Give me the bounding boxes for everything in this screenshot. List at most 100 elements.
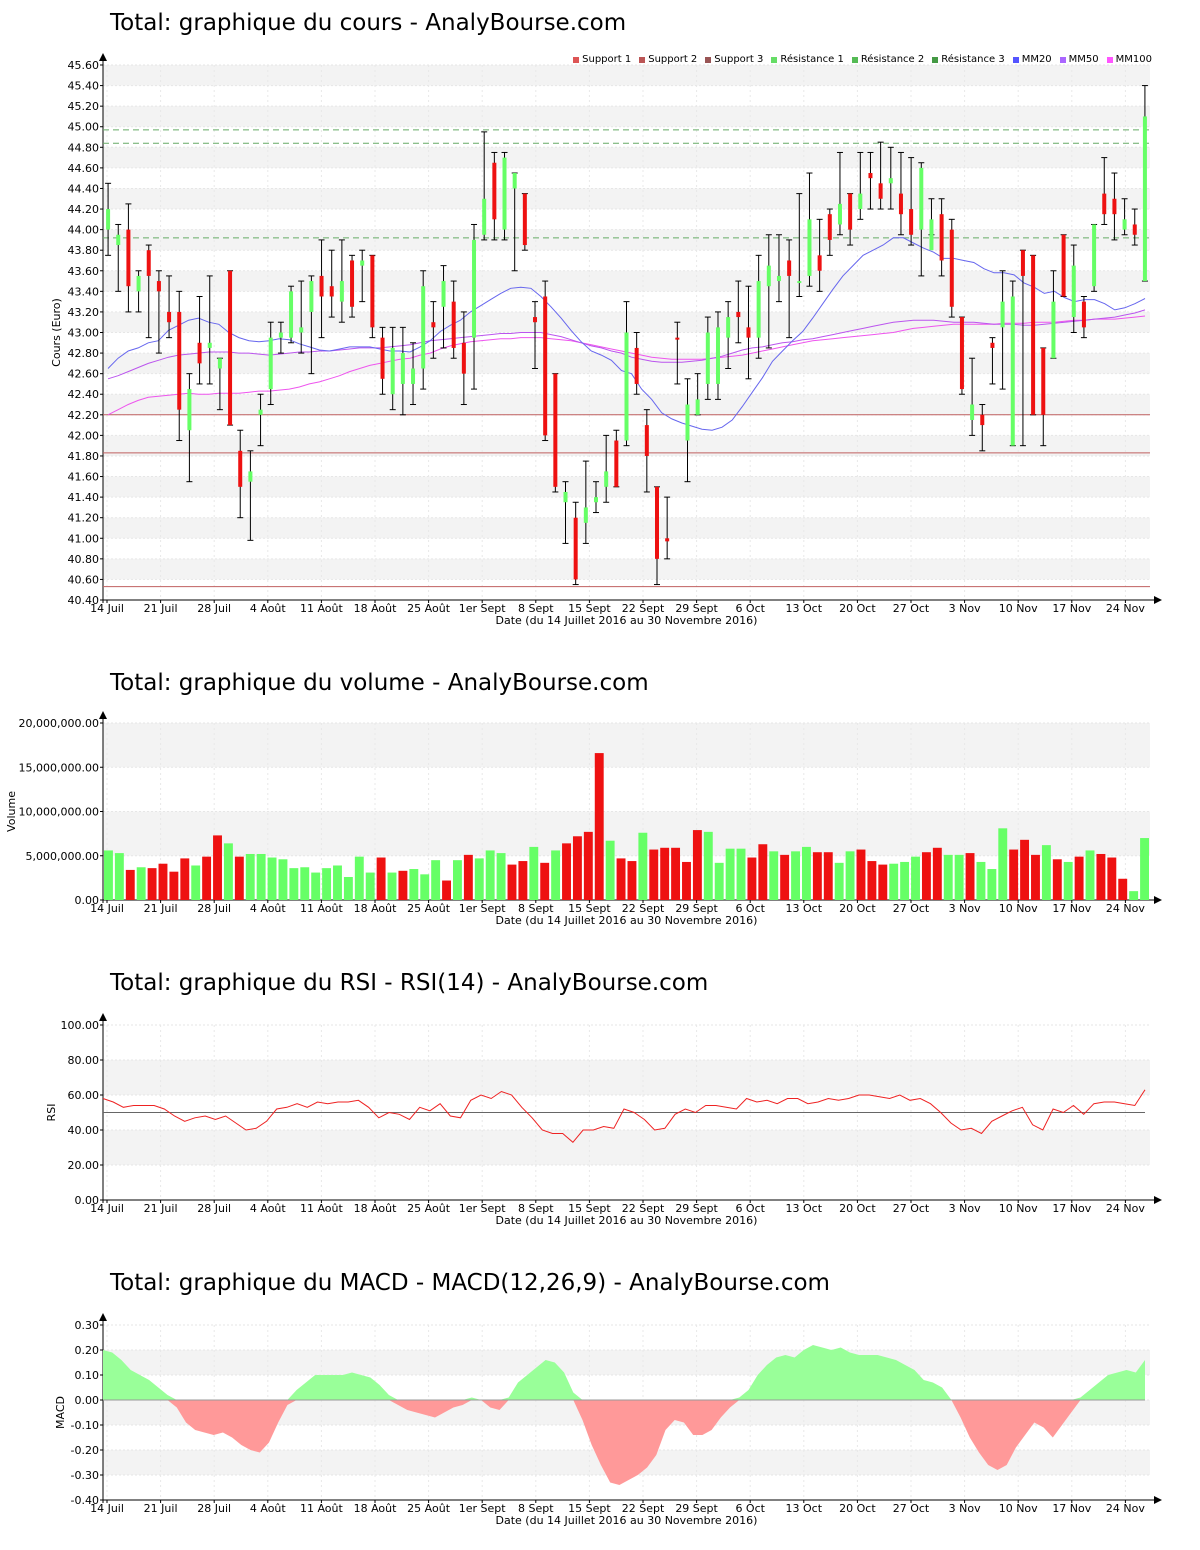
price-legend: Support 1 Support 2 Support 3 Résistance 1 R…	[573, 54, 1152, 65]
volume-bar	[671, 847, 681, 900]
candle-body	[1051, 301, 1056, 359]
candle-body	[1061, 234, 1066, 297]
candle-body	[919, 167, 924, 230]
grid-band	[103, 1350, 1150, 1375]
volume-chart-title: Total: graphique du volume - AnalyBourse…	[110, 670, 649, 696]
volume-bar	[463, 854, 473, 900]
candle-body	[146, 250, 151, 276]
x-tick-label: 8 Sept	[518, 902, 554, 915]
y-tick-label: 40.40	[68, 594, 100, 607]
volume-bar	[1096, 853, 1106, 900]
x-axis-arrow	[1154, 1496, 1162, 1504]
x-tick-label: 17 Nov	[1052, 602, 1091, 615]
volume-bar	[802, 846, 811, 900]
x-tick-label: 22 Sept	[622, 1202, 665, 1215]
volume-bar	[703, 831, 713, 900]
volume-bar	[104, 850, 113, 900]
x-tick-label: 20 Oct	[839, 602, 876, 615]
candle-body	[380, 337, 385, 379]
volume-bar	[169, 871, 179, 900]
price-chart-title: Total: graphique du cours - AnalyBourse.…	[110, 10, 627, 36]
x-tick-label: 15 Sept	[568, 902, 611, 915]
grid-band	[103, 517, 1150, 539]
macd-chart-title: Total: graphique du MACD - MACD(12,26,9)…	[110, 1270, 830, 1296]
y-tick-label: 20.00	[68, 1159, 100, 1172]
candle-body	[746, 327, 751, 338]
volume-bar	[180, 858, 190, 900]
volume-bar	[376, 857, 386, 900]
volume-bar	[245, 853, 255, 900]
volume-bar	[420, 874, 430, 900]
volume-bar	[1107, 857, 1117, 900]
candle-body	[400, 353, 405, 384]
volume-bar	[889, 863, 899, 900]
candle-body	[939, 214, 944, 261]
y-tick-label: 44.40	[68, 182, 100, 195]
legend-swatch	[851, 56, 858, 63]
candle-body	[624, 332, 629, 441]
volume-bar	[158, 863, 168, 900]
y-tick-label: 41.60	[68, 471, 100, 484]
volume-bar	[1041, 845, 1051, 900]
candle-body	[705, 332, 710, 384]
volume-bar	[954, 854, 964, 900]
candle-body	[1132, 224, 1137, 235]
volume-bar	[278, 859, 288, 900]
candle-body	[1031, 255, 1036, 415]
candle-body	[959, 317, 964, 390]
x-tick-label: 22 Sept	[622, 602, 665, 615]
candle-body	[522, 193, 527, 246]
candle-body	[136, 275, 141, 292]
candle-body	[817, 255, 822, 271]
x-axis-label: Date (du 14 Juillet 2016 au 30 Novembre …	[496, 1514, 758, 1527]
legend-label: MM50	[1068, 54, 1099, 65]
volume-bar	[965, 853, 975, 900]
legend-item: Résistance 1	[771, 54, 844, 65]
volume-bar	[474, 858, 484, 900]
volume-bar	[1085, 850, 1095, 900]
candle-body	[411, 368, 416, 384]
candle-body	[421, 286, 426, 369]
volume-bar	[682, 861, 691, 900]
y-tick-label: 41.80	[68, 450, 100, 463]
x-tick-label: 1er Sept	[459, 1202, 507, 1215]
volume-bar	[485, 850, 495, 900]
volume-bar	[638, 832, 648, 900]
volume-bar	[256, 853, 266, 900]
y-tick-label: 42.60	[68, 368, 100, 381]
legend-item: Support 3	[705, 54, 763, 65]
x-tick-label: 3 Nov	[949, 1202, 981, 1215]
candle-body	[614, 440, 619, 487]
volume-bar	[136, 867, 146, 900]
legend-item: Résistance 3	[932, 54, 1005, 65]
x-tick-label: 20 Oct	[839, 902, 876, 915]
candle-body	[339, 281, 344, 302]
legend-swatch	[639, 56, 646, 63]
candle-body	[319, 275, 324, 297]
x-tick-label: 3 Nov	[949, 902, 981, 915]
candle-body	[1071, 265, 1076, 318]
legend-item: MM50	[1059, 54, 1099, 65]
candle-body	[563, 491, 568, 503]
candle-body	[106, 209, 111, 230]
x-tick-label: 20 Oct	[839, 1202, 876, 1215]
rsi-chart-title: Total: graphique du RSI - RSI(14) - Anal…	[110, 970, 709, 996]
candle-body	[258, 409, 263, 415]
legend-item: Résistance 2	[851, 54, 924, 65]
volume-bar	[791, 851, 800, 900]
grid-band	[103, 1130, 1150, 1165]
legend-swatch	[1059, 56, 1066, 63]
volume-bar	[1009, 849, 1019, 900]
y-tick-label: 43.20	[68, 306, 100, 319]
candle-body	[278, 332, 283, 338]
y-axis-arrow	[99, 1013, 107, 1021]
y-tick-label: 43.80	[68, 244, 100, 257]
volume-bar	[736, 848, 746, 900]
y-tick-label: 41.40	[68, 491, 100, 504]
macd-chart: -0.40 -0.30 -0.20 -0.10 0.00 0.10 0.20 0.30 14 J…	[54, 1313, 1162, 1527]
x-tick-label: 10 Nov	[999, 902, 1038, 915]
volume-bar	[911, 856, 920, 900]
candle-body	[512, 173, 517, 189]
volume-bar	[551, 850, 561, 900]
x-axis-arrow	[1154, 896, 1162, 904]
